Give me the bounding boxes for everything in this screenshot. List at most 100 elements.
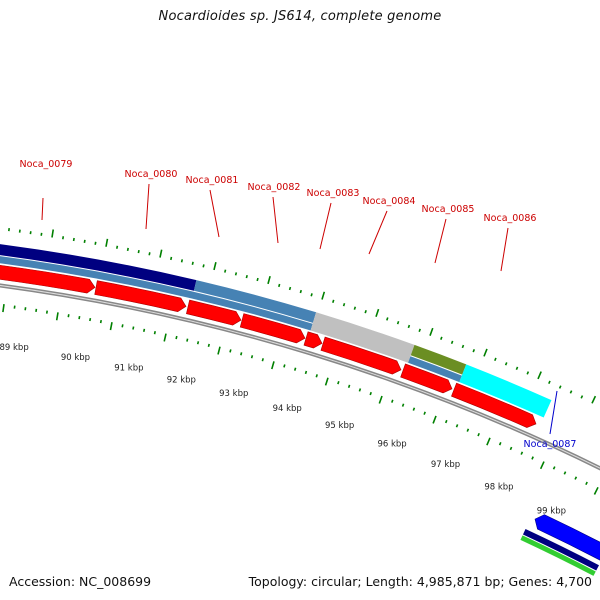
inner-tick-43 — [466, 428, 470, 432]
gene-label-leader-5 — [319, 202, 332, 250]
gene-label-6[interactable]: Noca_0084 — [363, 196, 416, 207]
inner-tick-32 — [347, 384, 351, 388]
inner-tick-13 — [142, 328, 146, 332]
inner-tick-34 — [369, 391, 372, 396]
kbp-label-2: 90 kbp — [61, 353, 90, 363]
inner-tick-6 — [67, 314, 70, 318]
inner-tick-17 — [186, 338, 189, 342]
inner-tick-41 — [444, 419, 448, 424]
forward-gene-arrow-1 — [0, 264, 96, 294]
outer-tick-24 — [256, 277, 259, 282]
gene-label-8[interactable]: Noca_0086 — [484, 213, 537, 224]
band-olive — [410, 344, 467, 375]
outer-tick-25 — [267, 275, 271, 285]
inner-tick-11 — [121, 324, 124, 328]
inner-tick-35 — [378, 395, 383, 404]
gene-label-1[interactable]: Noca_0079 — [20, 159, 73, 170]
outer-tick-52 — [558, 385, 562, 389]
band-navy-reverse — [522, 529, 599, 571]
gene-label-2[interactable]: Noca_0080 — [125, 169, 178, 180]
outer-tick-32 — [342, 303, 346, 307]
band-steelblue-2 — [193, 280, 317, 323]
gene-label-4[interactable]: Noca_0082 — [248, 182, 301, 193]
inner-tick-52 — [563, 471, 567, 475]
forward-gene-arrow-4 — [239, 313, 306, 344]
feature-bands — [0, 244, 552, 418]
inner-tick-53 — [574, 476, 578, 480]
inner-tick-37 — [401, 403, 405, 407]
outer-tick-26 — [278, 283, 281, 288]
kbp-label-4: 92 kbp — [167, 375, 196, 385]
outer-tick-37 — [396, 320, 400, 325]
inner-tick-9 — [99, 319, 102, 324]
outer-tick-22 — [234, 272, 238, 276]
inner-tick-10 — [109, 322, 113, 331]
gene-arrows — [0, 264, 600, 576]
inner-tick-14 — [153, 331, 156, 335]
outer-tick-14 — [148, 252, 151, 256]
kbp-label-6: 94 kbp — [273, 404, 302, 414]
inner-tick-36 — [391, 399, 394, 403]
band-steelblue-1 — [0, 256, 313, 331]
inner-tick-31 — [337, 381, 340, 385]
topology-text: Topology: circular; Length: 4,985,871 bp… — [248, 574, 592, 589]
inner-tick-33 — [358, 388, 362, 392]
inner-tick-38 — [412, 407, 416, 411]
outer-tick-46 — [494, 357, 497, 362]
outer-tick-44 — [472, 349, 476, 353]
outer-tick-50 — [537, 371, 542, 380]
inner-tick-48 — [520, 451, 524, 455]
outer-tick-48 — [515, 366, 519, 370]
gene-label-9[interactable]: Noca_0087 — [524, 439, 577, 450]
gene-label-leader-3 — [209, 189, 220, 238]
outer-tick-11 — [116, 245, 119, 249]
outer-tick-5 — [51, 229, 55, 238]
outer-tick-12 — [126, 247, 129, 252]
kbp-label-9: 97 kbp — [431, 460, 460, 470]
band-steelblue-3 — [408, 356, 462, 383]
accession-text: Accession: NC_008699 — [9, 574, 152, 589]
forward-gene-arrow-3 — [186, 299, 242, 326]
inner-tick-25 — [271, 361, 275, 370]
gene-label-7[interactable]: Noca_0085 — [422, 204, 475, 215]
kbp-label-7: 95 kbp — [325, 421, 354, 431]
outer-tick-28 — [299, 289, 303, 294]
page-title: Nocardioides sp. JS614, complete genome — [158, 9, 442, 24]
band-cyan — [459, 364, 552, 418]
outer-tick-10 — [105, 238, 109, 247]
kbp-label-11: 99 kbp — [537, 507, 566, 517]
kbp-label-8: 96 kbp — [377, 439, 406, 449]
forward-gene-arrow-6 — [320, 336, 402, 375]
outer-tick-36 — [386, 317, 389, 321]
outer-tick-18 — [191, 261, 194, 265]
outer-tick-34 — [364, 310, 367, 314]
kbp-label-3: 91 kbp — [114, 364, 143, 374]
gene-label-5[interactable]: Noca_0083 — [307, 188, 360, 199]
outer-tick-31 — [332, 299, 335, 304]
reverse-gene-arrow-1 — [534, 514, 600, 561]
inner-tick-21 — [229, 349, 232, 353]
kbp-labels: 89 kbp 90 kbp 91 kbp 92 kbp 93 kbp 94 kbp 95 k… — [0, 343, 566, 517]
inner-tick-8 — [89, 317, 92, 322]
outer-tick-54 — [580, 395, 584, 399]
band-green-reverse — [520, 535, 596, 576]
outer-tick-13 — [137, 249, 140, 254]
gene-label-leader-2 — [145, 183, 150, 230]
inner-tick-27 — [293, 367, 297, 371]
genome-backbone — [0, 283, 600, 471]
outer-tick-30 — [321, 291, 326, 300]
gene-label-3[interactable]: Noca_0081 — [186, 175, 239, 186]
inner-tick-7 — [78, 315, 81, 320]
inner-tick-55 — [593, 486, 599, 495]
gene-label-leader-8 — [500, 227, 509, 272]
outer-tick-55 — [591, 395, 597, 404]
outer-tick-16 — [170, 256, 173, 261]
kbp-label-10: 98 kbp — [484, 483, 513, 493]
gene-label-leader-4 — [272, 196, 279, 244]
outer-tick-41 — [440, 336, 443, 340]
inner-tick-47 — [509, 446, 513, 451]
outer-tick-20 — [213, 261, 217, 271]
inner-tick-16 — [175, 335, 178, 340]
